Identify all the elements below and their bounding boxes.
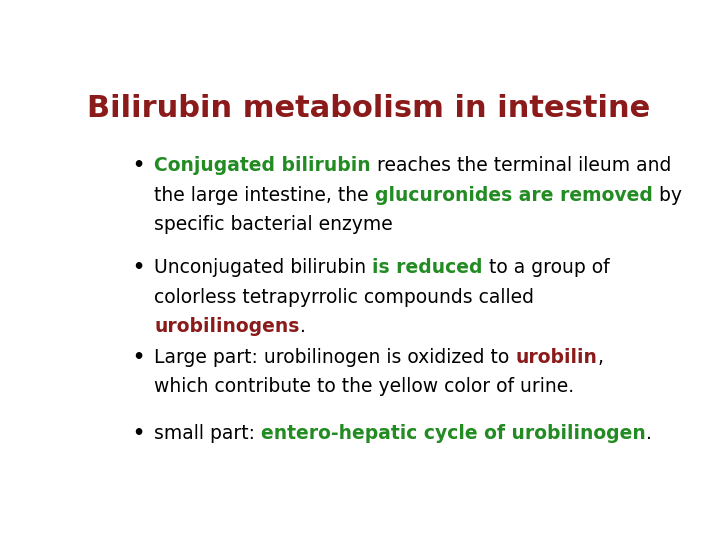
Text: Bilirubin metabolism in intestine: Bilirubin metabolism in intestine <box>87 94 651 123</box>
Text: •: • <box>132 348 144 367</box>
Text: .: . <box>300 317 305 336</box>
Text: reaches the terminal ileum and: reaches the terminal ileum and <box>371 156 671 176</box>
Text: Unconjugated bilirubin: Unconjugated bilirubin <box>154 258 372 277</box>
Text: •: • <box>132 424 144 443</box>
Text: •: • <box>132 258 144 277</box>
Text: •: • <box>132 156 144 176</box>
Text: is reduced: is reduced <box>372 258 483 277</box>
Text: colorless tetrapyrrolic compounds called: colorless tetrapyrrolic compounds called <box>154 288 534 307</box>
Text: ,: , <box>598 348 603 367</box>
Text: urobilinogens: urobilinogens <box>154 317 300 336</box>
Text: to a group of: to a group of <box>483 258 609 277</box>
Text: entero-hepatic cycle of urobilinogen: entero-hepatic cycle of urobilinogen <box>261 424 646 443</box>
Text: specific bacterial enzyme: specific bacterial enzyme <box>154 215 393 234</box>
Text: Large part: urobilinogen is oxidized to: Large part: urobilinogen is oxidized to <box>154 348 516 367</box>
Text: which contribute to the yellow color of urine.: which contribute to the yellow color of … <box>154 377 575 396</box>
Text: Conjugated bilirubin: Conjugated bilirubin <box>154 156 371 176</box>
Text: glucuronides are removed: glucuronides are removed <box>375 186 652 205</box>
Text: by: by <box>652 186 682 205</box>
Text: urobilin: urobilin <box>516 348 598 367</box>
Text: small part:: small part: <box>154 424 261 443</box>
Text: the large intestine, the: the large intestine, the <box>154 186 375 205</box>
Text: .: . <box>646 424 652 443</box>
